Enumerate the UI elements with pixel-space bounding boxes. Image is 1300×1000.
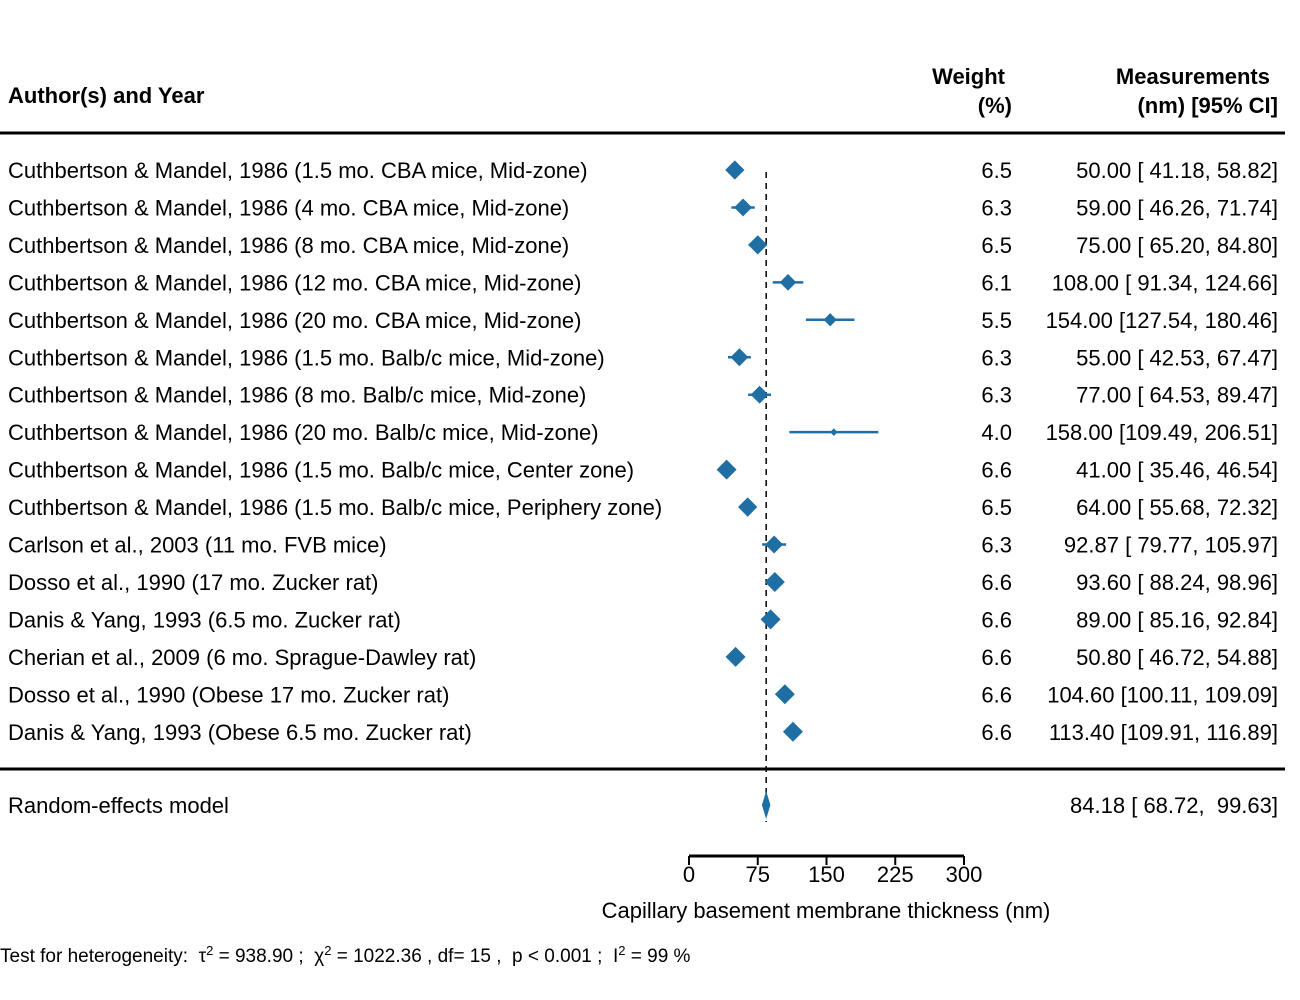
weight-value: 6.1 [981, 270, 1012, 295]
weight-value: 4.0 [981, 420, 1012, 445]
weight-value: 6.3 [981, 345, 1012, 370]
ci-text: 64.00 [ 55.68, 72.32] [1076, 495, 1278, 520]
ci-text: 154.00 [127.54, 180.46] [1046, 308, 1278, 333]
weight-value: 6.3 [981, 195, 1012, 220]
point-estimate-marker [725, 646, 746, 667]
study-label: Cuthbertson & Mandel, 1986 (8 mo. Balb/c… [8, 383, 586, 408]
study-label: Cuthbertson & Mandel, 1986 (4 mo. CBA mi… [8, 195, 569, 220]
ci-text: 108.00 [ 91.34, 124.66] [1052, 270, 1278, 295]
header-weight-line1: Weight [932, 64, 1006, 89]
study-row: Cuthbertson & Mandel, 1986 (8 mo. CBA mi… [8, 233, 1278, 258]
ci-text: 50.00 [ 41.18, 58.82] [1076, 158, 1278, 183]
study-row: Cherian et al., 2009 (6 mo. Sprague-Dawl… [8, 645, 1278, 670]
study-label: Cuthbertson & Mandel, 1986 (20 mo. Balb/… [8, 420, 599, 445]
ci-text: 77.00 [ 64.53, 89.47] [1076, 383, 1278, 408]
study-label: Dosso et al., 1990 (17 mo. Zucker rat) [8, 570, 379, 595]
study-label: Cuthbertson & Mandel, 1986 (1.5 mo. CBA … [8, 158, 588, 183]
point-estimate-marker [765, 535, 784, 554]
point-estimate-marker [734, 198, 753, 217]
study-row: Danis & Yang, 1993 (6.5 mo. Zucker rat) 6… [8, 607, 1278, 632]
ci-text: 59.00 [ 46.26, 71.74] [1076, 195, 1278, 220]
ci-text: 104.60 [100.11, 109.09] [1047, 682, 1278, 707]
weight-value: 6.3 [981, 383, 1012, 408]
study-row: Carlson et al., 2003 (11 mo. FVB mice) 6.… [8, 533, 1278, 558]
weight-value: 6.6 [981, 458, 1012, 483]
study-row: Cuthbertson & Mandel, 1986 (20 mo. Balb/… [8, 420, 1278, 445]
weight-value: 6.6 [981, 682, 1012, 707]
study-label: Carlson et al., 2003 (11 mo. FVB mice) [8, 533, 387, 558]
study-row: Cuthbertson & Mandel, 1986 (4 mo. CBA mi… [8, 195, 1278, 220]
point-estimate-marker [748, 235, 768, 255]
study-row: Cuthbertson & Mandel, 1986 (1.5 mo. CBA … [8, 158, 1278, 183]
point-estimate-marker [750, 385, 769, 404]
study-label: Cuthbertson & Mandel, 1986 (1.5 mo. Balb… [8, 458, 634, 483]
point-estimate-marker [779, 274, 797, 291]
ci-text: 158.00 [109.49, 206.51] [1046, 420, 1278, 445]
ci-text: 93.60 [ 88.24, 98.96] [1076, 570, 1278, 595]
study-row: Dosso et al., 1990 (Obese 17 mo. Zucker … [8, 682, 1278, 707]
header-weight-line2: (%) [978, 93, 1012, 118]
x-tick-label: 0 [683, 862, 695, 887]
ci-text: 50.80 [ 46.72, 54.88] [1076, 645, 1278, 670]
x-tick-label: 225 [877, 862, 914, 887]
ci-text: 55.00 [ 42.53, 67.47] [1076, 345, 1278, 370]
header-measure-line1: Measurements [1116, 64, 1270, 89]
study-row: Cuthbertson & Mandel, 1986 (20 mo. CBA m… [8, 308, 1278, 333]
study-label: Cuthbertson & Mandel, 1986 (20 mo. CBA m… [8, 308, 582, 333]
summary-diamond [761, 791, 771, 819]
study-label: Cherian et al., 2009 (6 mo. Sprague-Dawl… [8, 645, 476, 670]
study-row: Danis & Yang, 1993 (Obese 6.5 mo. Zucker… [8, 720, 1278, 745]
point-estimate-marker [760, 609, 781, 630]
heterogeneity-footnote: Test for heterogeneity: τ2 = 938.90 ; χ2… [0, 943, 691, 968]
point-estimate-marker [823, 313, 837, 327]
point-estimate-marker [730, 348, 749, 367]
summary-label: Random-effects model [8, 793, 229, 818]
study-label: Danis & Yang, 1993 (6.5 mo. Zucker rat) [8, 607, 401, 632]
study-label: Cuthbertson & Mandel, 1986 (12 mo. CBA m… [8, 270, 582, 295]
weight-value: 6.5 [981, 495, 1012, 520]
ci-text: 75.00 [ 65.20, 84.80] [1076, 233, 1278, 258]
header-study: Author(s) and Year [8, 83, 205, 108]
point-estimate-marker [738, 497, 758, 517]
ci-text: 92.87 [ 79.77, 105.97] [1064, 533, 1278, 558]
x-axis-label: Capillary basement membrane thickness (n… [602, 898, 1051, 923]
point-estimate-marker [830, 428, 838, 436]
weight-value: 6.5 [981, 233, 1012, 258]
study-row: Dosso et al., 1990 (17 mo. Zucker rat) 6.… [8, 570, 1278, 595]
weight-value: 6.5 [981, 158, 1012, 183]
study-label: Dosso et al., 1990 (Obese 17 mo. Zucker … [8, 682, 449, 707]
study-label: Cuthbertson & Mandel, 1986 (1.5 mo. Balb… [8, 495, 662, 520]
study-label: Cuthbertson & Mandel, 1986 (1.5 mo. Balb… [8, 345, 605, 370]
study-label: Cuthbertson & Mandel, 1986 (8 mo. CBA mi… [8, 233, 569, 258]
summary-ci-text: 84.18 [ 68.72, 99.63] [1070, 793, 1278, 818]
ci-text: 113.40 [109.91, 116.89] [1049, 720, 1278, 745]
x-tick-label: 75 [746, 862, 770, 887]
study-row: Cuthbertson & Mandel, 1986 (8 mo. Balb/c… [8, 383, 1278, 408]
weight-value: 6.6 [981, 645, 1012, 670]
study-label: Danis & Yang, 1993 (Obese 6.5 mo. Zucker… [8, 720, 472, 745]
ci-text: 41.00 [ 35.46, 46.54] [1076, 458, 1278, 483]
ci-text: 89.00 [ 85.16, 92.84] [1076, 607, 1278, 632]
point-estimate-marker [725, 160, 745, 180]
weight-value: 6.3 [981, 533, 1012, 558]
study-row: Cuthbertson & Mandel, 1986 (1.5 mo. Balb… [8, 458, 1278, 483]
weight-value: 6.6 [981, 720, 1012, 745]
x-tick-label: 150 [808, 862, 845, 887]
x-tick-label: 300 [946, 862, 983, 887]
study-row: Cuthbertson & Mandel, 1986 (1.5 mo. Balb… [8, 345, 1278, 370]
point-estimate-marker [764, 571, 785, 592]
point-estimate-marker [716, 459, 737, 480]
point-estimate-marker [782, 721, 803, 742]
weight-value: 6.6 [981, 607, 1012, 632]
weight-value: 5.5 [981, 308, 1012, 333]
study-rows: Cuthbertson & Mandel, 1986 (1.5 mo. CBA … [8, 158, 1278, 745]
study-row: Cuthbertson & Mandel, 1986 (12 mo. CBA m… [8, 270, 1278, 295]
weight-value: 6.6 [981, 570, 1012, 595]
point-estimate-marker [774, 684, 795, 705]
study-row: Cuthbertson & Mandel, 1986 (1.5 mo. Balb… [8, 495, 1278, 520]
header-measure-line2: (nm) [95% CI] [1137, 93, 1278, 118]
x-axis: 0 75 150 225 300 [683, 854, 983, 887]
